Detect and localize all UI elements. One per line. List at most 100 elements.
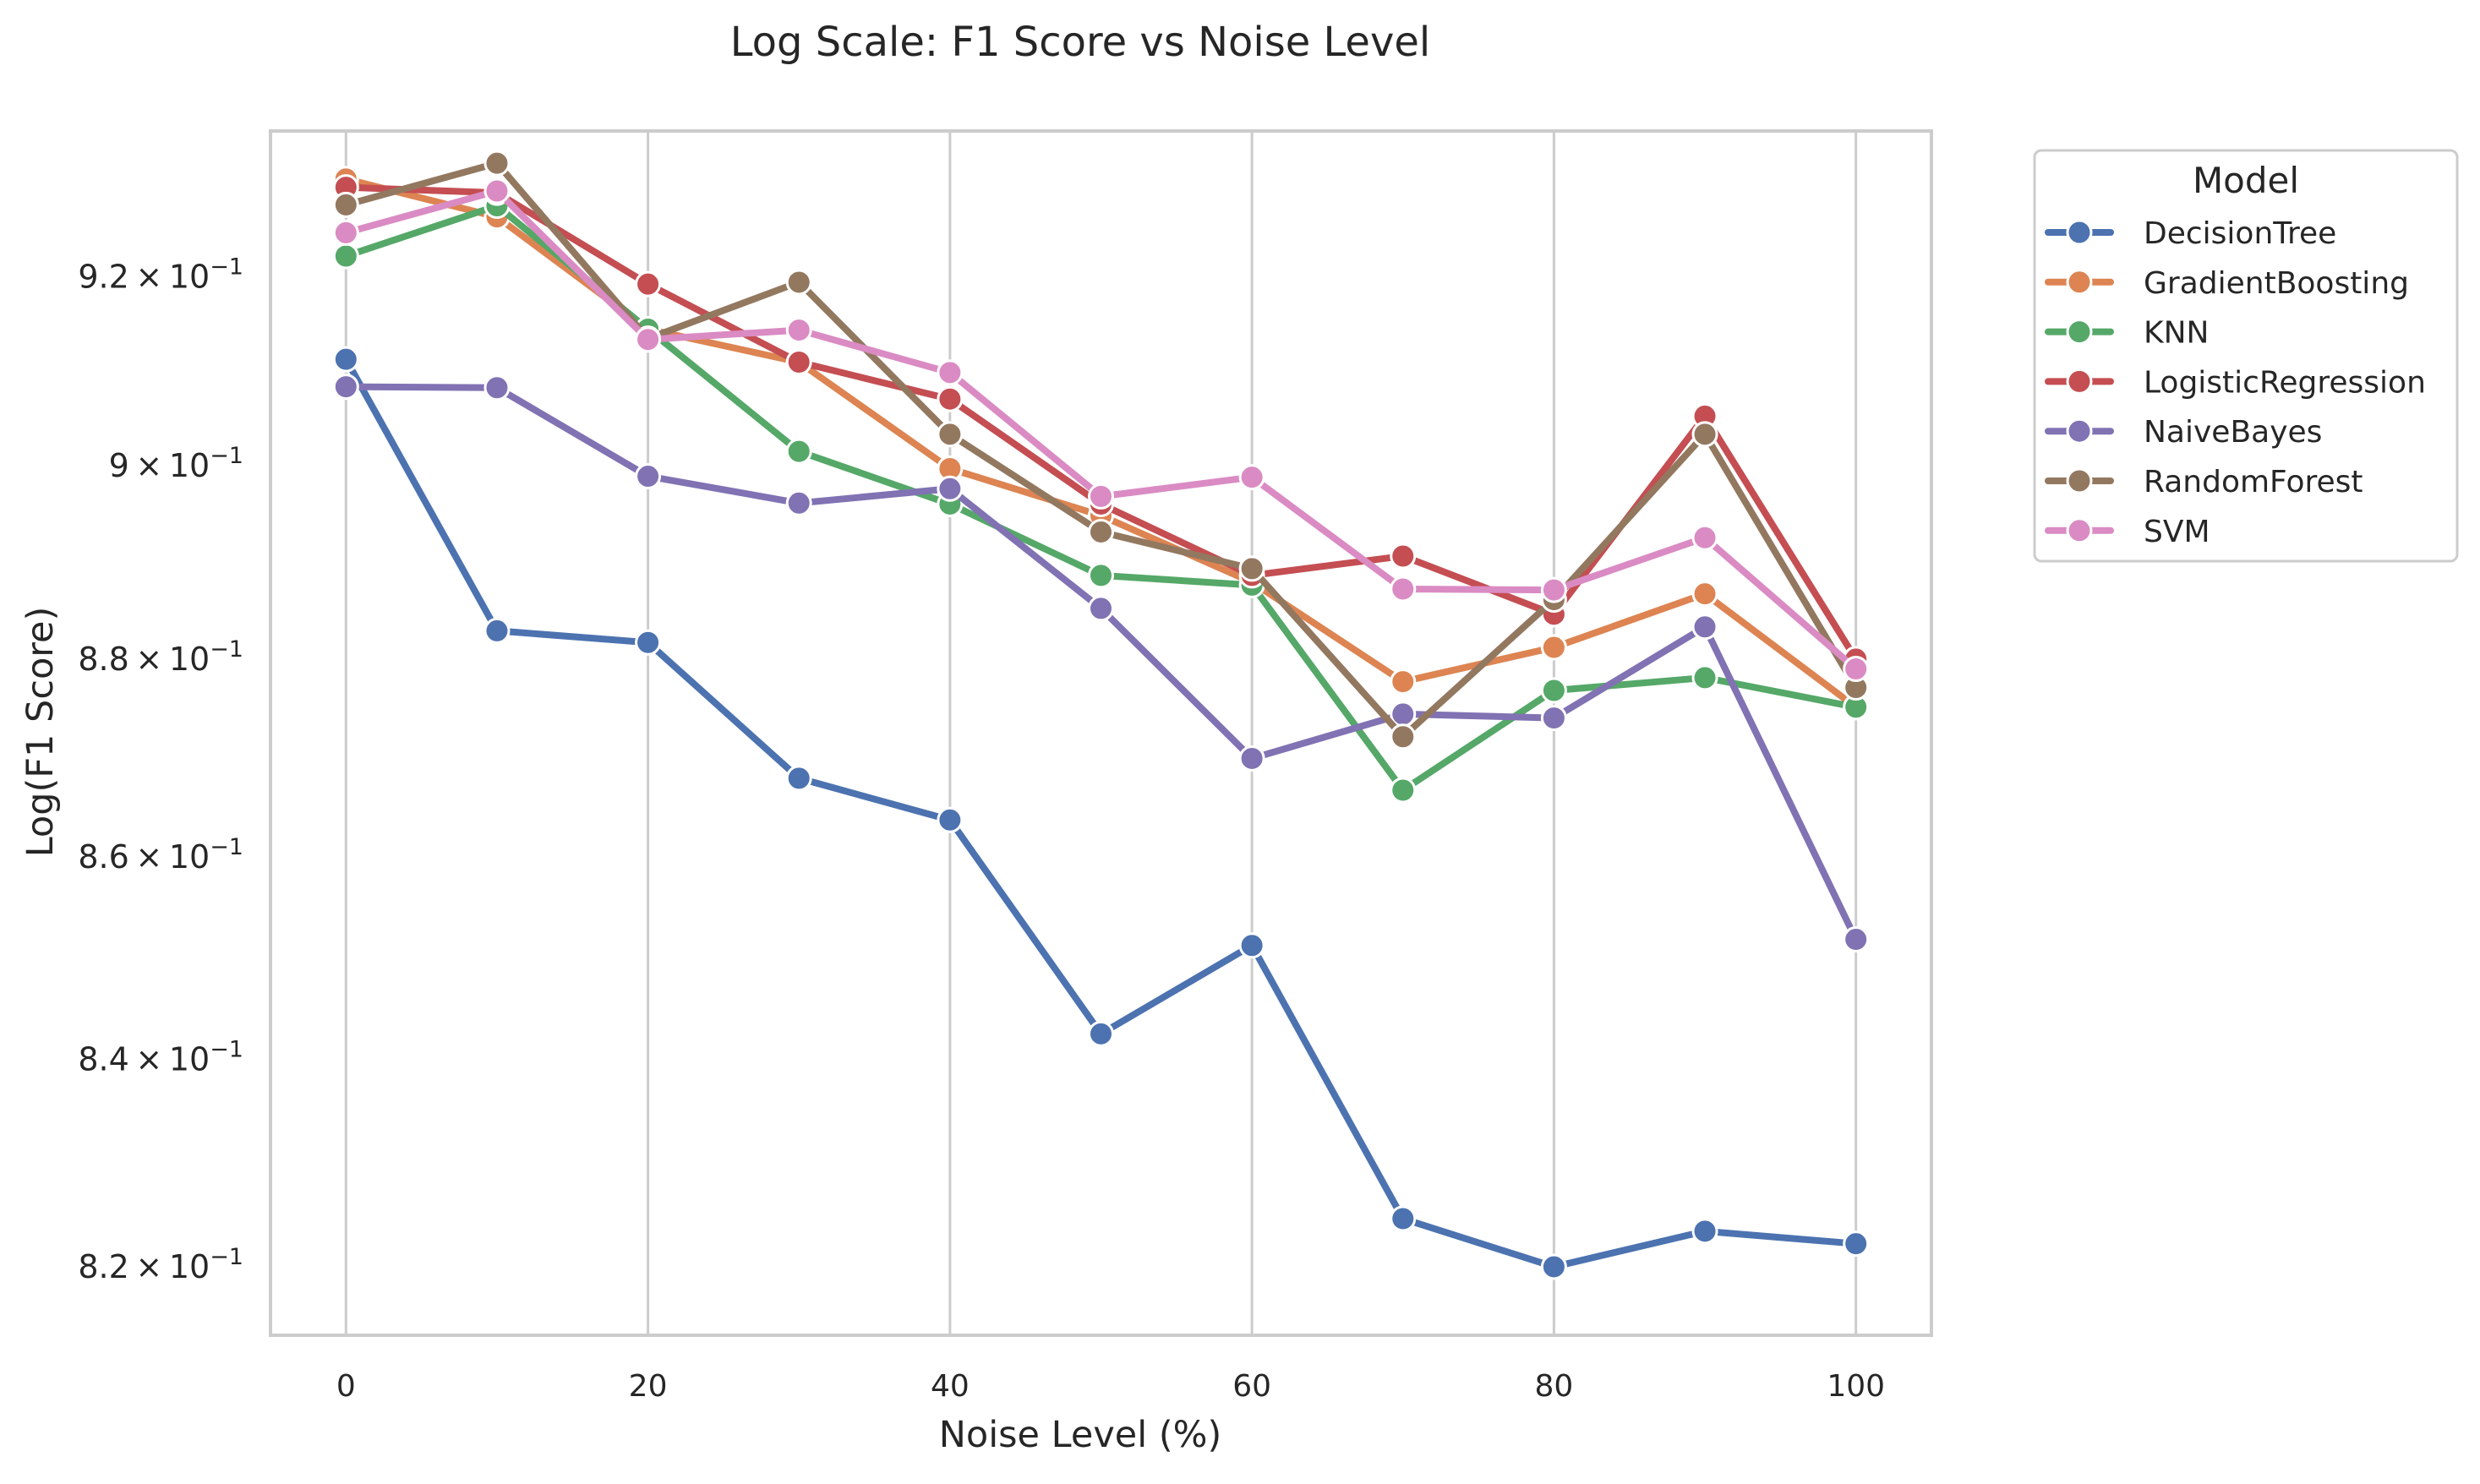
data-point-logisticregression [1390, 543, 1417, 570]
data-point-decisiontree [1540, 1253, 1567, 1280]
legend-item-knn[interactable]: KNN [2045, 316, 2209, 351]
series-decisiontree [332, 346, 1870, 1280]
data-point-logisticregression [635, 270, 662, 297]
data-point-svm [1088, 483, 1114, 510]
data-point-naivebayes [483, 374, 511, 401]
data-point-naivebayes [1540, 705, 1567, 732]
y-tick-label: 8.2 × 10−1 [78, 1244, 243, 1285]
data-point-logisticregression [937, 385, 964, 412]
legend-label: DecisionTree [2144, 216, 2336, 251]
x-tick-label: 20 [629, 1369, 668, 1404]
data-point-decisiontree [1238, 932, 1265, 959]
x-tick-label: 100 [1827, 1369, 1885, 1404]
y-tick-label: 8.8 × 10−1 [78, 636, 243, 678]
data-point-decisiontree [483, 617, 511, 644]
x-axis-label: Noise Level (%) [939, 1414, 1222, 1456]
y-tick-label: 9.2 × 10−1 [78, 254, 243, 295]
x-tick-label: 0 [336, 1369, 356, 1404]
data-point-randomforest [1390, 723, 1417, 750]
data-point-naivebayes [332, 374, 359, 401]
chart-title: Log Scale: F1 Score vs Noise Level [730, 19, 1430, 66]
data-point-decisiontree [1088, 1020, 1114, 1047]
data-point-naivebayes [1843, 926, 1870, 953]
legend-item-naivebayes[interactable]: NaiveBayes [2045, 415, 2322, 450]
legend-item-gradientboosting[interactable]: GradientBoosting [2045, 266, 2409, 301]
legend-label: RandomForest [2144, 465, 2363, 499]
legend-items: DecisionTree GradientBoosting KNN LogisticR… [2045, 216, 2426, 549]
legend-marker-swatch [2066, 368, 2093, 395]
data-point-svm [937, 359, 964, 386]
data-point-svm [1390, 576, 1417, 603]
data-point-svm [1843, 655, 1870, 682]
legend-marker-swatch [2066, 517, 2093, 544]
data-point-randomforest [1238, 555, 1265, 582]
data-point-randomforest [483, 150, 511, 177]
data-point-decisiontree [1691, 1218, 1718, 1245]
data-point-randomforest [1088, 518, 1114, 545]
y-tick-label: 9 × 10−1 [109, 443, 243, 484]
legend-item-decisiontree[interactable]: DecisionTree [2045, 216, 2336, 251]
data-point-decisiontree [332, 346, 359, 373]
data-point-naivebayes [1691, 614, 1718, 641]
data-point-randomforest [1691, 421, 1718, 448]
data-point-knn [1088, 562, 1114, 589]
data-point-gradientboosting [1540, 634, 1567, 661]
series-layer [332, 150, 1870, 1280]
series-randomforest [332, 150, 1870, 750]
legend-label: GradientBoosting [2144, 266, 2409, 301]
legend-item-randomforest[interactable]: RandomForest [2045, 465, 2363, 499]
data-point-randomforest [785, 269, 812, 296]
data-point-naivebayes [1390, 701, 1417, 728]
data-point-gradientboosting [1691, 581, 1718, 608]
plot-frame [269, 129, 1933, 1337]
legend-marker-swatch [2066, 319, 2093, 346]
data-point-knn [1540, 677, 1567, 704]
data-point-svm [1238, 464, 1265, 491]
data-point-decisiontree [1843, 1230, 1870, 1258]
legend-label: NaiveBayes [2144, 415, 2322, 450]
data-point-knn [332, 243, 359, 270]
data-point-naivebayes [635, 463, 662, 490]
legend-label: SVM [2144, 515, 2210, 549]
legend-marker-swatch [2066, 219, 2093, 246]
x-tick-labels: 0 20 40 60 80 100 [336, 1369, 1885, 1404]
series-naivebayes [332, 374, 1870, 953]
x-tick-label: 80 [1535, 1369, 1574, 1404]
y-tick-labels: 8.2 × 10−1 8.4 × 10−1 8.6 × 10−1 8.8 × 10−1… [78, 254, 243, 1285]
data-point-randomforest [332, 191, 359, 218]
data-point-svm [332, 219, 359, 246]
data-point-naivebayes [1238, 745, 1265, 772]
data-point-decisiontree [937, 806, 964, 833]
series-svm [332, 177, 1870, 682]
data-point-naivebayes [1088, 595, 1114, 622]
x-tick-label: 40 [931, 1369, 970, 1404]
legend-title: Model [2193, 160, 2299, 201]
legend-marker-swatch [2066, 269, 2093, 296]
legend-item-svm[interactable]: SVM [2045, 515, 2210, 549]
legend-marker-swatch [2066, 467, 2093, 494]
data-point-svm [1691, 524, 1718, 551]
legend-item-logisticregression[interactable]: LogisticRegression [2045, 365, 2426, 400]
data-point-knn [785, 438, 812, 465]
data-point-knn [1691, 664, 1718, 691]
legend-frame [2033, 149, 2459, 563]
data-point-logisticregression [785, 349, 812, 376]
y-axis-label: Log(F1 Score) [19, 607, 62, 858]
legend-marker-swatch [2066, 417, 2093, 445]
legend-label: KNN [2144, 316, 2209, 351]
data-point-randomforest [937, 421, 964, 448]
data-point-decisiontree [635, 629, 662, 656]
data-point-naivebayes [785, 489, 812, 516]
legend[interactable]: Model DecisionTree GradientBoosting KNN Log… [2033, 149, 2459, 563]
data-point-knn [1390, 777, 1417, 804]
data-point-svm [1540, 576, 1567, 603]
data-point-svm [785, 317, 812, 344]
data-point-svm [483, 177, 511, 205]
x-tick-label: 60 [1232, 1369, 1271, 1404]
data-point-gradientboosting [1390, 668, 1417, 696]
data-point-naivebayes [937, 475, 964, 502]
data-point-svm [635, 326, 662, 353]
data-point-decisiontree [1390, 1205, 1417, 1232]
